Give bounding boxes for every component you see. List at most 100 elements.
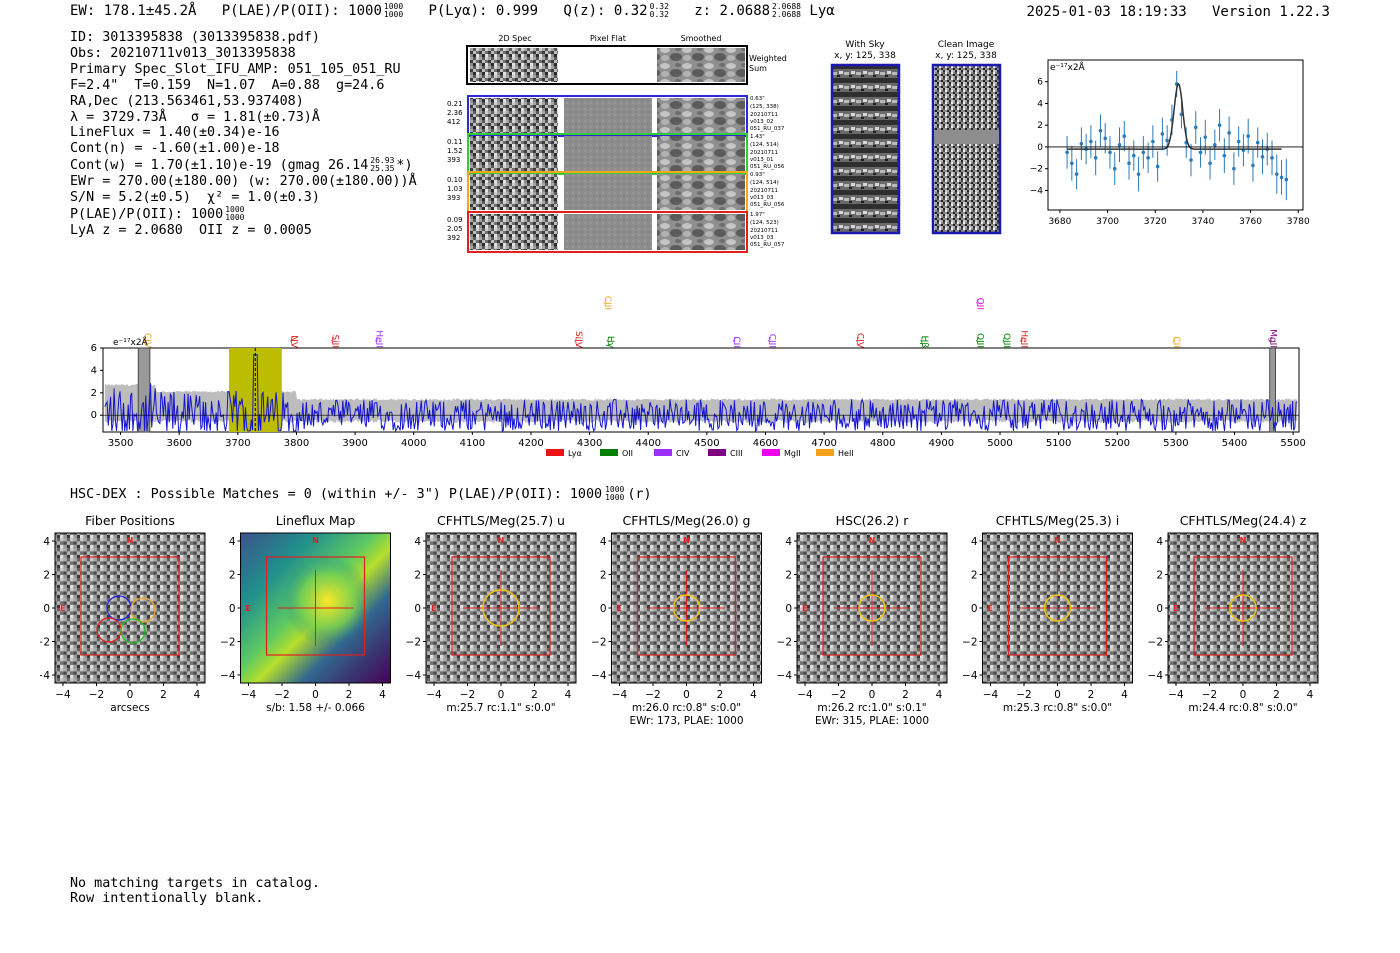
fit-xtick-label-5: 3780 (1287, 217, 1310, 227)
stamp-5-ytick-label-2: 0 (971, 603, 978, 615)
weighted-sum-label-1: Weighted (749, 54, 787, 63)
stamp-3-xtick-label-4: 4 (750, 689, 757, 701)
row3-pixelflat (564, 174, 652, 210)
stamp-east-1: E (246, 604, 251, 613)
fit-point-21 (1165, 138, 1169, 143)
stamp-2-xtick-label-0: −4 (426, 689, 442, 701)
full-spectrum-plot: CIV{NV{SiII{HeII{SiIV{CIII{Hγ{CII{CIII{C… (91, 296, 1306, 458)
header-plya: P(Lyα): 0.999 (428, 3, 539, 19)
with-sky-xy: x, y: 125, 338 (834, 51, 896, 61)
fit-point-40 (1255, 140, 1260, 145)
detection-info: ID: 3013395838 (3013395838.pdf) Obs: 2021… (70, 30, 417, 239)
header-line-name: Lyα (809, 3, 835, 19)
info-lya: LyA z = 2.0680 OII z = 0.0005 (70, 222, 312, 238)
stamp-2-xtick-label-3: 2 (531, 689, 538, 701)
col-header-pixelflat: Pixel Flat (590, 34, 626, 43)
row1-right-1: 0.63" (750, 96, 765, 102)
spectrum-line-marker-4: SiIV (573, 331, 583, 349)
info-cont-w: Cont(w) = 1.70(±1.10)e-19 (gmag 26.14 26.… (70, 157, 417, 174)
stamp-north-1: N (312, 536, 319, 545)
row2-left-2: 1.52 (447, 147, 463, 155)
fit-ytick-label-4: 4 (1037, 99, 1043, 109)
stamp-east-3: E (617, 604, 622, 613)
fit-gaussian-curve (1067, 82, 1282, 150)
row2-right-3: 20210711 (750, 150, 778, 156)
stamp-1-xtick-label-1: −2 (274, 689, 289, 701)
hsc-dex-sup: 1000 (605, 485, 625, 494)
stamp-6-ytick-label-4: −4 (1148, 670, 1164, 682)
row4-left-1: 0.09 (447, 216, 463, 224)
spectrum-line-tick-13: { (1001, 336, 1006, 345)
stamp-1-ytick-label-2: 0 (229, 603, 236, 615)
row2-pixelflat (564, 136, 652, 172)
fit-point-9 (1108, 150, 1112, 155)
header-z-sup: 2.0688 (772, 2, 801, 11)
stamp-title-0: Fiber Positions (85, 513, 175, 528)
header-z-sub: 2.0688 (772, 10, 801, 19)
spectrum-line-marker-10: Hβ (919, 335, 929, 348)
fit-point-29 (1203, 135, 1208, 139)
stamp-1-ytick-label-3: −2 (220, 637, 235, 649)
info-plae-text: P(LAE)/P(OII): 1000 (70, 206, 224, 222)
row4-smoothed (657, 214, 745, 250)
fit-point-32 (1217, 123, 1222, 128)
stamp-4-ytick-label-2: 0 (785, 603, 792, 615)
stamp-6-ytick-label-2: 0 (1156, 603, 1163, 615)
spec-xtick-label-3: 3800 (284, 438, 309, 449)
spectrum-line-marker-1: NV (289, 335, 299, 349)
stamp-6-xtick-label-1: −2 (1202, 689, 1217, 701)
spec-xtick-label-4: 3900 (342, 438, 367, 449)
col-header-smoothed: Smoothed (681, 34, 722, 43)
row3-2dspec (470, 174, 558, 210)
fit-point-46 (1284, 177, 1289, 182)
stamp-caption2-3: EWr: 173, PLAE: 1000 (629, 715, 743, 727)
fit-xtick-label-0: 3680 (1048, 217, 1071, 227)
info-plae: P(LAE)/P(OII): 1000 1000 1000 (70, 205, 417, 223)
stamp-north-3: N (683, 536, 690, 545)
stamp-title-5: CFHTLS/Meg(25.3) i (996, 513, 1120, 528)
stamp-2-xtick-label-1: −2 (460, 689, 475, 701)
stamp-3-ytick-label-3: −2 (591, 637, 606, 649)
info-obs: Obs: 20210711v013_3013395838 (70, 45, 296, 61)
stamp-north-0: N (127, 536, 134, 545)
stamp-6-xtick-label-3: 2 (1273, 689, 1280, 701)
fit-point-35 (1232, 166, 1236, 171)
imaging-stamps: Fiber Positions N E 4 −4 2 −2 0 0 −2 2 −4 4 arcsecs Li… (40, 513, 1319, 727)
row2-right-2: (124, 514) (750, 142, 779, 148)
stamp-source-circle-2 (482, 589, 520, 627)
fit-point-12 (1122, 134, 1127, 138)
row4-right-1: 1.97" (750, 212, 765, 218)
info-sn: S/N = 5.2(±0.5) χ² = 1.0(±0.3) (70, 190, 320, 206)
stamp-east-4: E (802, 604, 807, 613)
stamp-title-2: CFHTLS/Meg(25.7) u (437, 513, 565, 528)
fit-point-43 (1270, 156, 1274, 160)
stamp-0-xtick-label-0: −4 (55, 689, 71, 701)
stamp-1-ytick-label-1: 2 (229, 570, 236, 582)
legend-swatch-3 (708, 449, 726, 456)
fit-point-30 (1208, 161, 1212, 166)
with-sky-image (830, 63, 901, 235)
header-summary: EW: 178.1±45.2Å P(LAE)/P(OII): 1000 1000 1… (70, 2, 835, 20)
stamp-caption-0: arcsecs (110, 702, 149, 714)
stamp-0-ytick-label-3: −2 (40, 637, 50, 649)
stamp-5-xtick-label-2: 0 (1054, 689, 1061, 701)
stamp-0-ytick-label-4: −4 (40, 670, 50, 682)
stamp-title-3: CFHTLS/Meg(26.0) g (623, 513, 751, 528)
stamp-1: Lineflux Map N E 4 −4 2 −2 0 0 −2 2 −4 4 s/b: 1.58 +/… (220, 513, 391, 714)
spectrum-line-tick-11: { (975, 298, 980, 307)
info-cont-w-sup: 26.93 (370, 156, 395, 166)
legend-label-2: CIV (676, 449, 690, 458)
spectrum-line-tick-10: { (919, 336, 924, 345)
row1-right-4: v013_02 (750, 119, 774, 125)
fit-point-3 (1079, 141, 1084, 146)
stamp-6: CFHTLS/Meg(24.4) z N E 4 −4 2 −2 0 0 −2 2 −4 4 m:24.4… (1148, 513, 1319, 714)
fit-point-44 (1274, 172, 1279, 176)
fit-point-5 (1089, 139, 1093, 144)
stamp-5-xtick-label-3: 2 (1088, 689, 1095, 701)
spectrum-line-tick-6: { (606, 336, 611, 345)
info-lineflux: LineFlux = 1.40(±0.34)e-16 (70, 125, 280, 141)
stamp-2-xtick-label-2: 0 (498, 689, 505, 701)
stamp-5: CFHTLS/Meg(25.3) i N E 4 −4 2 −2 0 0 −2 2 −4 4 m:25.3… (962, 513, 1133, 714)
spec-xtick-label-11: 4600 (753, 438, 778, 449)
stamp-0: Fiber Positions N E 4 −4 2 −2 0 0 −2 2 −4 4 arcsecs (40, 513, 206, 714)
